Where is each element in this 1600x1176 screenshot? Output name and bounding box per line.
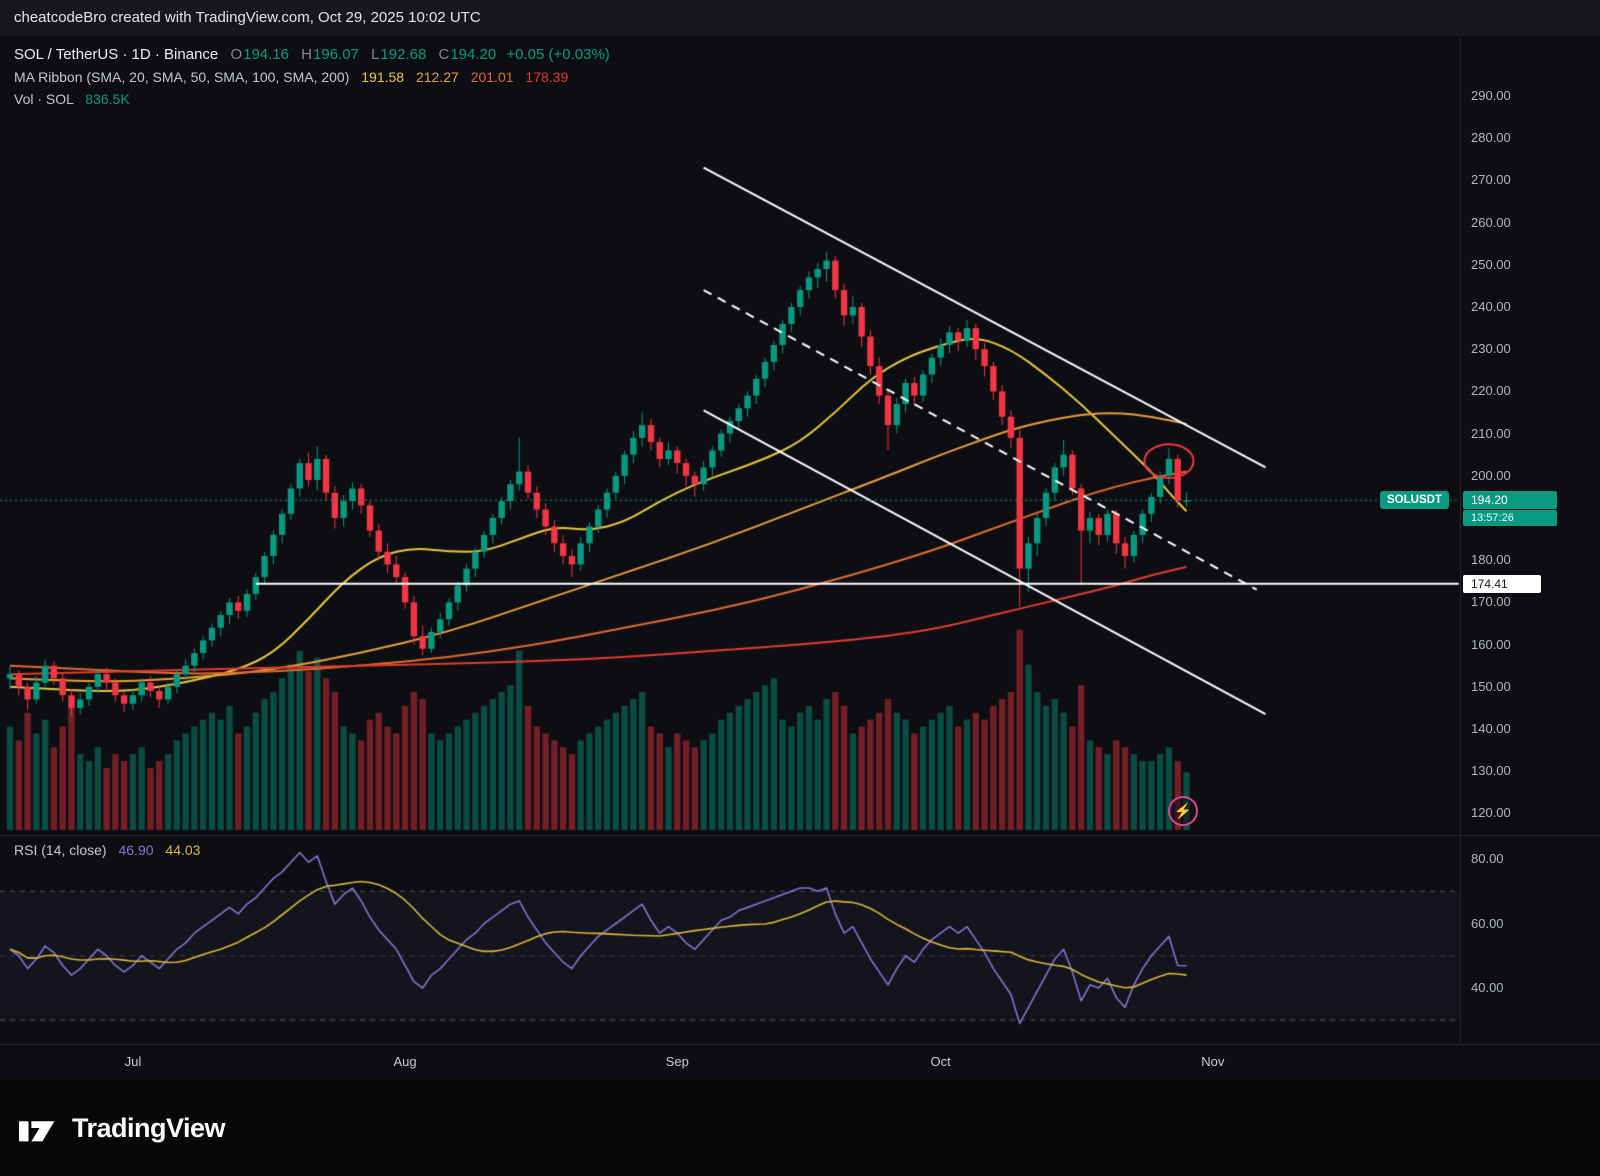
price-axis-label: 290.00 (1471, 88, 1511, 103)
chart-legend: SOL / TetherUS · 1D · Binance O194.16 H1… (14, 44, 610, 110)
rsi-axis-label: 60.00 (1471, 915, 1504, 931)
sma20-value: 191.58 (361, 69, 405, 85)
price-axis-label: 250.00 (1471, 256, 1511, 272)
ma-ribbon-label: MA Ribbon (SMA, 20, SMA, 50, SMA, 100, S… (14, 69, 350, 85)
sma100-value: 201.01 (470, 69, 514, 85)
rsi-axis-label: 80.00 (1471, 851, 1504, 866)
attribution-bar: cheatcodeBro created with TradingView.co… (0, 0, 1600, 36)
price-axis-label: 230.00 (1471, 341, 1511, 357)
lightning-badge-icon: ⚡ (1168, 796, 1198, 826)
rsi-label: RSI (14, close) (14, 842, 107, 858)
price-axis[interactable]: 290.00 280.00 270.00 260.00 250.00 240.00 230.… (1460, 36, 1600, 1044)
price-axis-label: 180.00 (1471, 552, 1511, 568)
volume-label: Vol · SOL (14, 91, 74, 107)
close-label: C (438, 46, 450, 63)
bar-countdown-badge: 13:57:26 (1463, 510, 1557, 526)
price-axis-label: 280.00 (1471, 130, 1511, 146)
symbol-price-tag: SOLUSDT (1380, 491, 1449, 509)
price-axis-label: 210.00 (1471, 425, 1511, 441)
rsi-legend-row: RSI (14, close) 46.90 44.03 (14, 842, 200, 858)
rsi-axis-label: 40.00 (1471, 980, 1504, 995)
price-axis-label: 160.00 (1471, 636, 1511, 652)
close-value: 194.20 (450, 46, 497, 63)
symbol-legend-row: SOL / TetherUS · 1D · Binance O194.16 H1… (14, 44, 610, 66)
price-axis-label: 130.00 (1471, 763, 1511, 779)
price-axis-label: 200.00 (1471, 467, 1511, 483)
price-chart-canvas[interactable] (0, 36, 1460, 1044)
change-value: +0.05 (+0.03%) (506, 46, 610, 63)
level-price-badge: 174.41 (1463, 575, 1541, 593)
open-value: 194.16 (243, 46, 289, 63)
tradingview-logo-icon (18, 1121, 55, 1142)
price-axis-label: 270.00 (1471, 172, 1511, 188)
high-label: H (301, 46, 313, 63)
price-axis-label: 240.00 (1471, 299, 1511, 314)
price-axis-label: 220.00 (1471, 383, 1511, 399)
low-value: 192.68 (380, 46, 427, 63)
volume-value: 836.5K (85, 91, 130, 107)
tradingview-logo-text: TradingView (72, 1112, 226, 1143)
ma-ribbon-legend-row: MA Ribbon (SMA, 20, SMA, 50, SMA, 100, S… (14, 66, 610, 88)
price-axis-label: 140.00 (1471, 721, 1511, 736)
high-value: 196.07 (313, 46, 359, 63)
rsi-value: 46.90 (118, 842, 154, 858)
sma200-value: 178.39 (525, 69, 569, 85)
time-axis-label: Jul (124, 1054, 142, 1069)
time-axis-label: Oct (930, 1054, 951, 1069)
price-axis-label: 170.00 (1471, 594, 1511, 610)
time-axis[interactable]: Jul Aug Sep Oct Nov (0, 1044, 1600, 1081)
symbol-title: SOL / TetherUS · 1D · Binance (14, 46, 219, 63)
symbol-price-tag-text: SOLUSDT (1387, 494, 1442, 506)
open-label: O (230, 46, 243, 63)
level-price-value: 174.41 (1471, 577, 1508, 591)
sma50-value: 212.27 (415, 69, 459, 85)
time-axis-label: Nov (1201, 1054, 1225, 1069)
bar-countdown-value: 13:57:26 (1471, 512, 1514, 524)
footer-bar: TradingView (0, 1080, 1600, 1176)
price-axis-label: 260.00 (1471, 214, 1511, 230)
tradingview-logo[interactable]: TradingView (18, 1112, 226, 1144)
price-axis-label: 120.00 (1471, 805, 1511, 821)
last-price-value: 194.20 (1471, 493, 1508, 507)
chart-pane[interactable]: SOL / TetherUS · 1D · Binance O194.16 H1… (0, 36, 1460, 1044)
pane-divider[interactable] (0, 835, 1600, 836)
price-axis-label: 150.00 (1471, 678, 1511, 694)
attribution-text: cheatcodeBro created with TradingView.co… (14, 9, 481, 26)
last-price-badge: 194.20 (1463, 491, 1557, 509)
volume-legend-row: Vol · SOL 836.5K (14, 88, 610, 110)
time-axis-label: Sep (665, 1054, 689, 1069)
low-label: L (371, 46, 380, 63)
rsi-ma-value: 44.03 (165, 842, 201, 858)
time-axis-label: Aug (393, 1054, 417, 1069)
